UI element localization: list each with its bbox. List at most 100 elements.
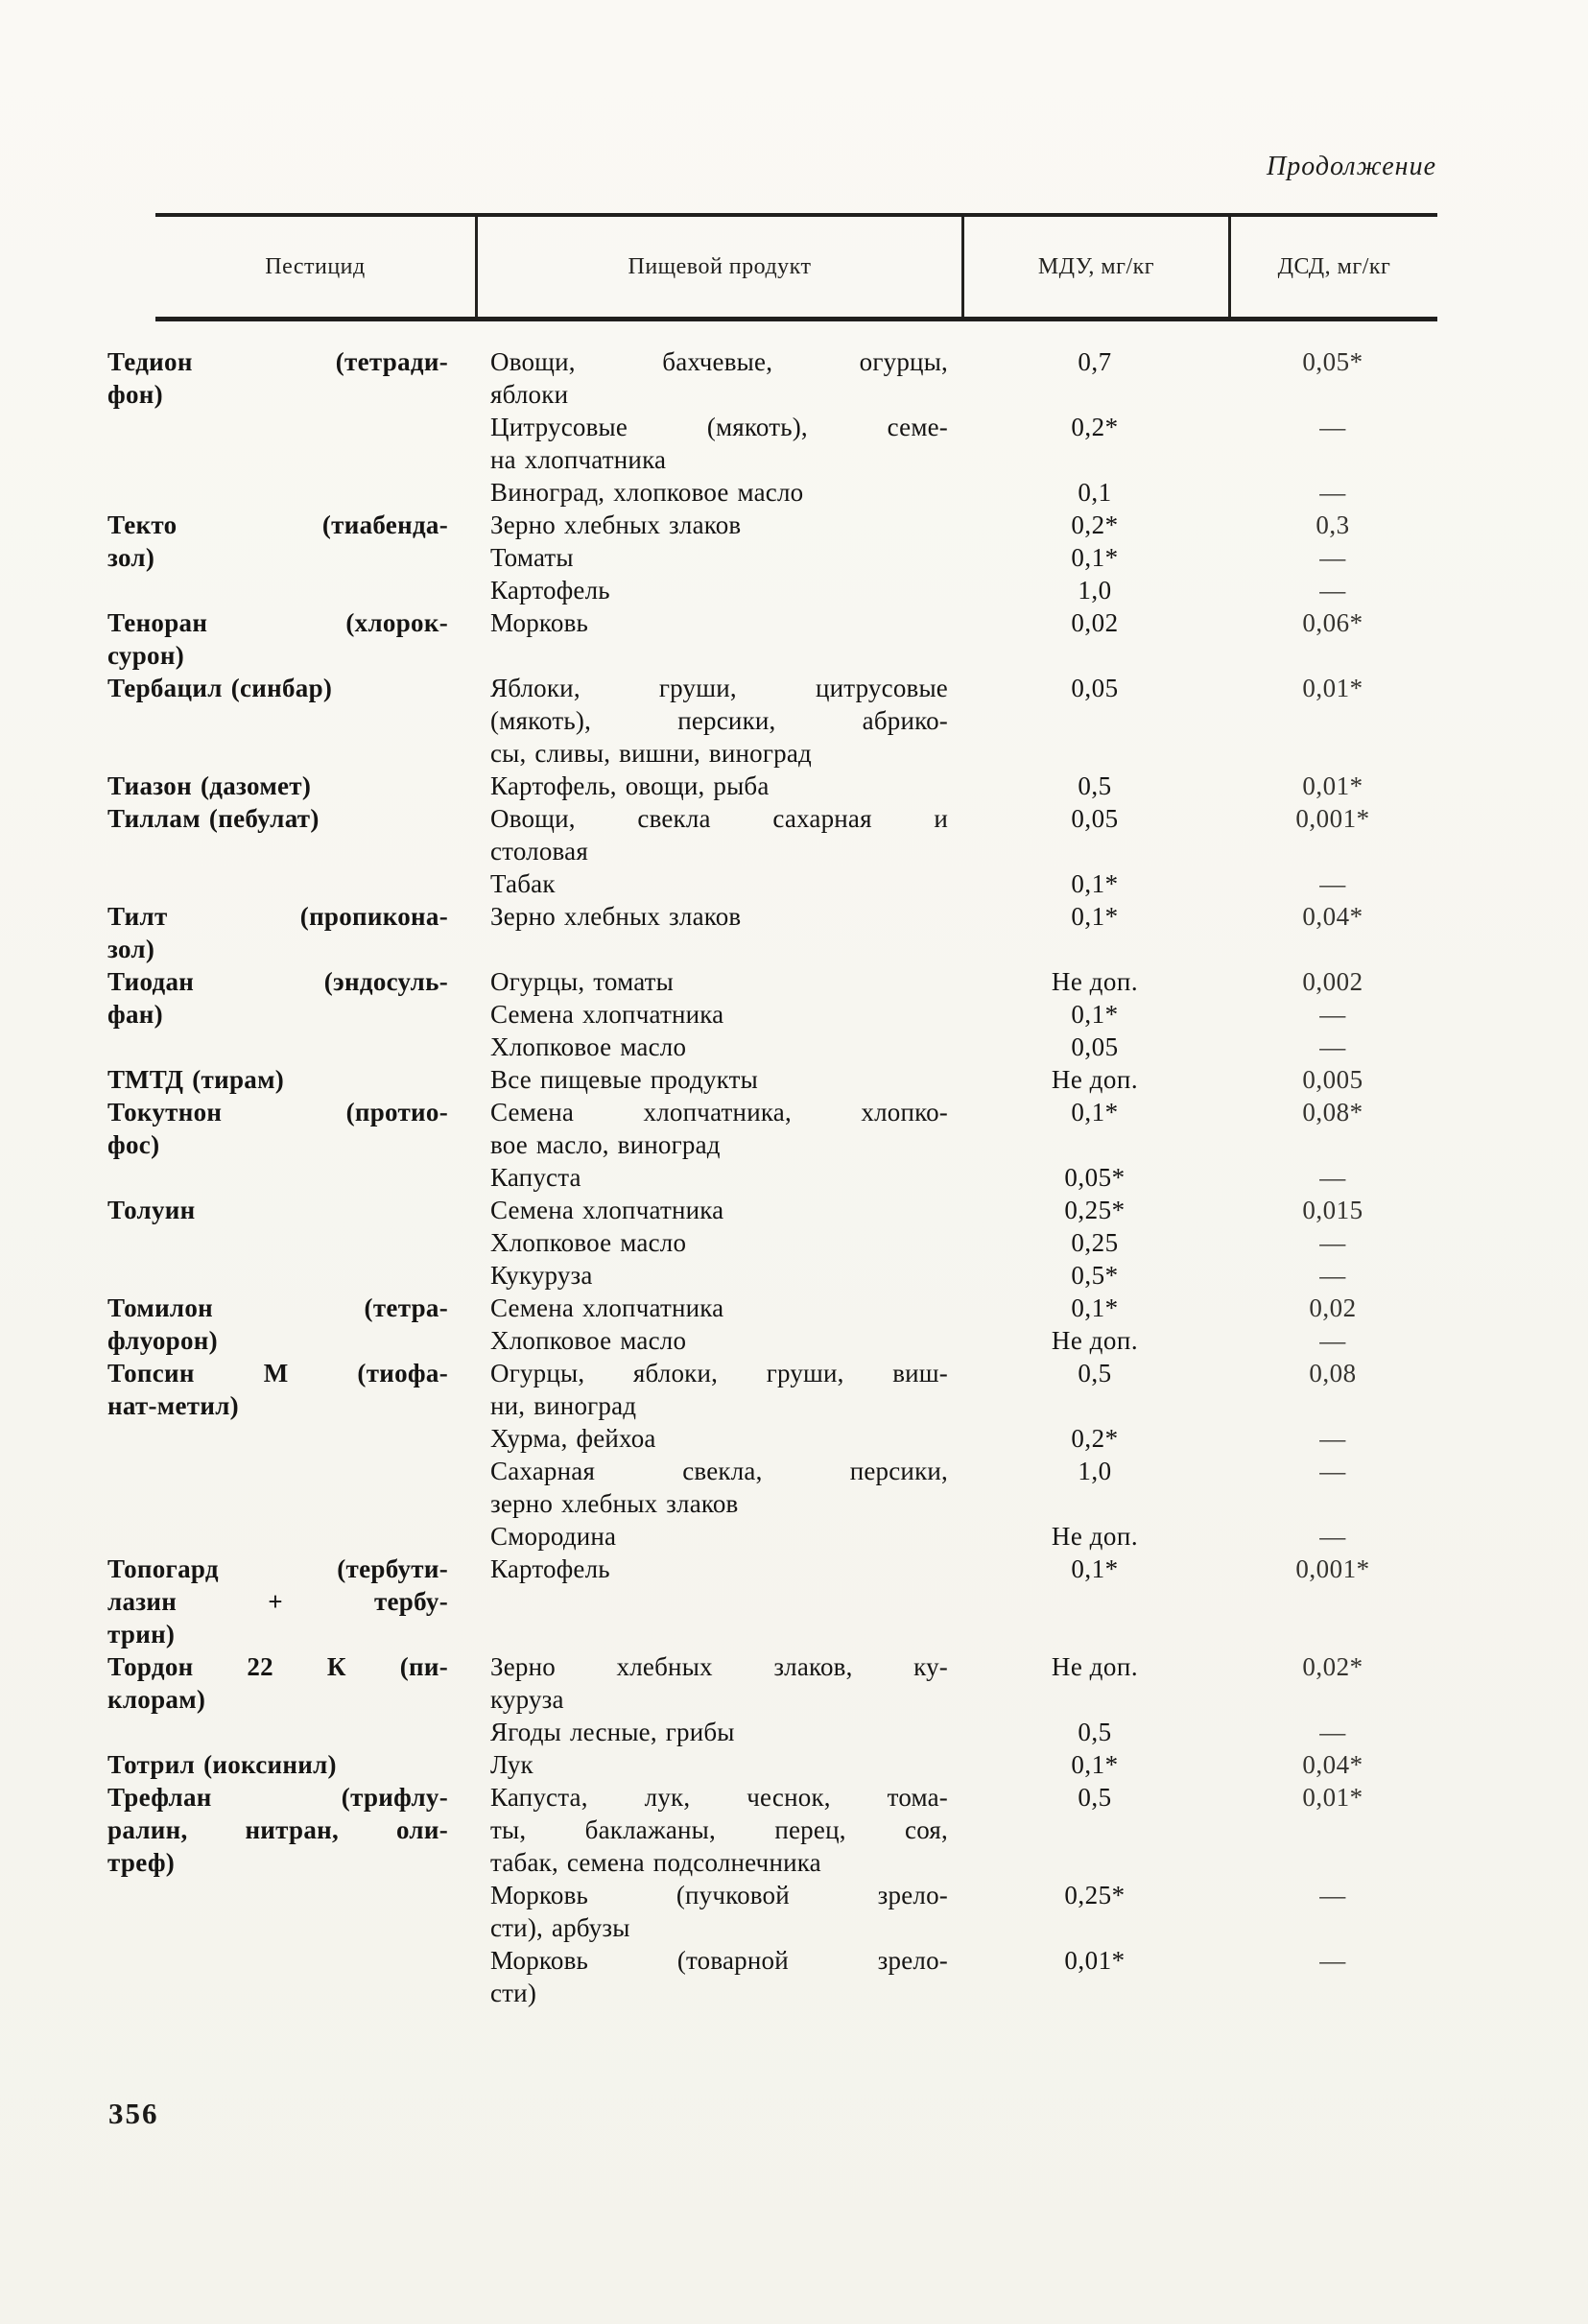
table-row: Токутнон (протио-фос) Семена хлопчатника,… [107,1096,1437,1194]
product-cell: Виноград, хлопковое масло [475,476,961,509]
continuation-label: Продолжение [1267,152,1436,181]
product-cell: Хлопковое масло [475,1226,961,1259]
dsd-value: 0,05* [1302,347,1363,376]
product-cell: Капуста, лук, чеснок, тома-ты, баклажаны… [475,1781,961,1879]
product-items: Морковь 0,02 0,06* [475,606,1437,672]
product-items: Зерно хлебных злаков 0,1* 0,04* [475,900,1437,965]
pesticide-cell: Тордон 22 К (пи-клорам) [107,1650,475,1748]
pesticide-name-line: Тербацил (синбар) [107,674,333,702]
mdu-value: 0,05* [1064,1163,1126,1192]
table-row: Тордон 22 К (пи-клорам) Зерно хлебных зла… [107,1650,1437,1748]
product-text-line: сы, сливы, вишни, виноград [490,739,812,768]
product-cell: Хлопковое масло [475,1031,961,1063]
dsd-value: — [1319,1163,1346,1192]
dsd-value: — [1319,869,1346,898]
dsd-value: 0,001* [1295,1554,1370,1583]
product-row: Смородина Не доп. — [475,1520,1437,1553]
product-text-line: Овощи, свекла сахарная и [490,804,948,833]
product-items: Все пищевые продукты Не доп. 0,005 [475,1063,1437,1096]
dsd-value: 0,005 [1302,1065,1363,1094]
table-row: Тиодан (эндосуль-фан) Огурцы, томаты Не до… [107,965,1437,1063]
table-row: Топогард (тербути-лазин + тербу-трин) Кар… [107,1553,1437,1650]
pesticide-cell: Топсин М (тиофа-нат-метил) [107,1357,475,1553]
pesticide-name-line: Тиазон (дазомет) [107,771,312,800]
product-cell: Картофель [475,574,961,606]
product-items: Зерно хлебных злаков, ку-куруза Не доп. 0,… [475,1650,1437,1748]
product-cell: Кукуруза [475,1259,961,1292]
mdu-value: 0,1* [1071,902,1119,931]
product-row: Капуста, лук, чеснок, тома-ты, баклажаны… [475,1781,1437,1879]
dsd-value: 0,002 [1302,967,1363,996]
pesticide-name-line: зол) [107,543,155,572]
pesticide-name-line: Топогард (тербути- [107,1554,448,1583]
dsd-value: — [1319,413,1346,441]
mdu-value: 0,05 [1071,674,1119,702]
product-text-line: Все пищевые продукты [490,1065,758,1094]
table-row: Тедион (тетради-фон) Овощи, бахчевые, огу… [107,345,1437,509]
product-row: Семена хлопчатника 0,25* 0,015 [475,1194,1437,1226]
mdu-value: 0,1* [1071,543,1119,572]
product-text-line: Семена хлопчатника, хлопко- [490,1098,948,1126]
product-text-line: Капуста [490,1163,581,1192]
table-row: Теноран (хлорок-сурон) Морковь 0,02 0,06* [107,606,1437,672]
dsd-value: 0,01* [1302,674,1363,702]
product-cell: Морковь (товарной зрело-сти) [475,1944,961,2009]
mdu-value: 1,0 [1078,576,1112,605]
dsd-value: — [1319,1522,1346,1551]
product-text-line: сти) [490,1979,537,2007]
product-cell: Яблоки, груши, цитрусовые (мякоть), перси… [475,672,961,770]
dsd-value: 0,04* [1302,902,1363,931]
table-row: Текто (тиабенда-зол) Зерно хлебных злаков… [107,509,1437,606]
product-items: Капуста, лук, чеснок, тома-ты, баклажаны… [475,1781,1437,2009]
product-cell: Зерно хлебных злаков [475,900,961,933]
product-text-line: Лук [490,1750,533,1779]
dsd-value: 0,001* [1295,804,1370,833]
pesticide-name-line: флуорон) [107,1326,218,1355]
product-row: Кукуруза 0,5* — [475,1259,1437,1292]
product-cell: Овощи, свекла сахарная и столовая [475,802,961,867]
product-row: Зерно хлебных злаков, ку-куруза Не доп. 0,… [475,1650,1437,1716]
table-row: Топсин М (тиофа-нат-метил) Огурцы, яблоки… [107,1357,1437,1553]
mdu-value: 0,25* [1064,1196,1126,1224]
product-row: Овощи, свекла сахарная и столовая 0,05 0,00… [475,802,1437,867]
mdu-value: 0,02 [1071,608,1119,637]
product-cell: Семена хлопчатника [475,998,961,1031]
table-row: Тотрил (иоксинил) Лук 0,1* 0,04* [107,1748,1437,1781]
mdu-value: 0,01* [1064,1946,1126,1975]
product-row: Хурма, фейхоа 0,2* — [475,1422,1437,1455]
product-text-line: Ягоды лесные, грибы [490,1718,735,1746]
dsd-value: — [1319,1000,1346,1029]
pesticide-cell: Трефлан (трифлу-ралин, нитран, оли-треф) [107,1781,475,2009]
pesticide-name-line: Трефлан (трифлу- [107,1783,448,1812]
table-row: Трефлан (трифлу-ралин, нитран, оли-треф)… [107,1781,1437,2009]
dsd-value: — [1319,478,1346,507]
product-row: Цитрусовые (мякоть), семе-на хлопчатника… [475,411,1437,476]
product-text-line: Яблоки, груши, цитрусовые [490,674,948,702]
product-items: Яблоки, груши, цитрусовые (мякоть), перси… [475,672,1437,770]
mdu-value: Не доп. [1051,967,1139,996]
product-cell: Семена хлопчатника, хлопко-вое масло, ви… [475,1096,961,1161]
table-header-row: Пестицид Пищевой продукт МДУ, мг/кг ДСД,… [155,213,1437,321]
pesticide-name-line: фос) [107,1130,160,1159]
pesticide-name-line: фан) [107,1000,163,1029]
mdu-value: 0,2* [1071,413,1119,441]
pesticide-cell: Тедион (тетради-фон) [107,345,475,509]
product-cell: Картофель [475,1553,961,1585]
product-row: Томаты 0,1* — [475,541,1437,574]
table-row: Тиазон (дазомет) Картофель, овощи, рыба 0,… [107,770,1437,802]
product-row: Семена хлопчатника 0,1* — [475,998,1437,1031]
product-row: Морковь 0,02 0,06* [475,606,1437,639]
pesticide-name-line: лазин + тербу- [107,1587,448,1616]
mdu-value: 0,25 [1071,1228,1119,1257]
pesticide-name-line: Токутнон (протио- [107,1098,448,1126]
product-cell: Морковь [475,606,961,639]
mdu-value: 1,0 [1078,1457,1112,1485]
dsd-value: — [1319,1228,1346,1257]
table-row: Томилон (тетра-флуорон) Семена хлопчатник… [107,1292,1437,1357]
product-text-line: Огурцы, томаты [490,967,675,996]
page-number: 356 [108,2097,159,2130]
pesticide-name-line: Текто (тиабенда- [107,510,448,539]
product-text-line: (мякоть), персики, абрико- [490,706,948,735]
product-text-line: куруза [490,1685,564,1714]
